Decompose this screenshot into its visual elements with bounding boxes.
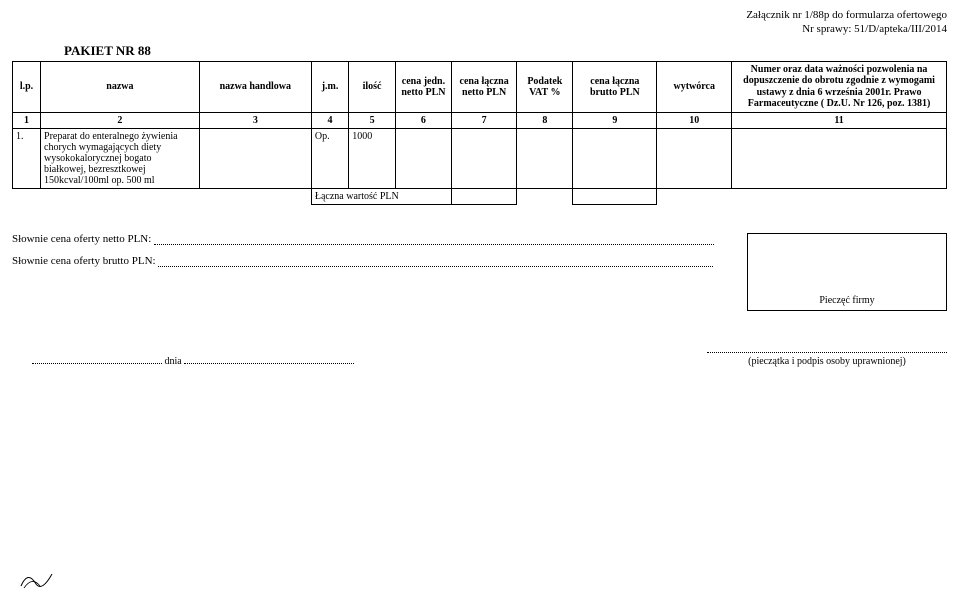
colnum: 10 (657, 112, 732, 128)
cell-nazwa: Preparat do enteralnego żywienia chorych… (41, 128, 200, 188)
cell-jm: Op. (311, 128, 348, 188)
cell-ilosc: 1000 (349, 128, 396, 188)
cell-nazwa-handlowa (199, 128, 311, 188)
colnum: 11 (732, 112, 947, 128)
date-label: dnia (165, 356, 182, 367)
slownie-netto: Słownie cena oferty netto PLN: (12, 233, 733, 245)
cell-cena-brutto (573, 128, 657, 188)
colnum: 3 (199, 112, 311, 128)
slownie-brutto: Słownie cena oferty brutto PLN: (12, 255, 733, 267)
total-brutto (573, 188, 657, 204)
dotted-line (707, 345, 947, 353)
col-lp: l.p. (13, 61, 41, 112)
total-label: Łączna wartość PLN (311, 188, 451, 204)
scribble-icon (18, 566, 58, 594)
case-number: Nr sprawy: 51/D/apteka/III/2014 (12, 22, 947, 36)
signature-field: (pieczątka i podpis osoby uprawnionej) (707, 345, 947, 367)
date-field: dnia (32, 356, 354, 367)
colnum: 8 (517, 112, 573, 128)
col-ilosc: ilość (349, 61, 396, 112)
column-number-row: 1 2 3 4 5 6 7 8 9 10 11 (13, 112, 947, 128)
signature-label: (pieczątka i podpis osoby uprawnionej) (748, 356, 906, 367)
col-cena-brutto: cena łączna brutto PLN (573, 61, 657, 112)
table-row: 1. Preparat do enteralnego żywienia chor… (13, 128, 947, 188)
slownie-brutto-label: Słownie cena oferty brutto PLN: (12, 255, 156, 267)
col-cena-jedn: cena jedn. netto PLN (395, 61, 451, 112)
attachment-line: Załącznik nr 1/88p do formularza ofertow… (12, 8, 947, 22)
col-wytworca: wytwórca (657, 61, 732, 112)
colnum: 6 (395, 112, 451, 128)
cell-cena-jedn (395, 128, 451, 188)
colnum: 9 (573, 112, 657, 128)
col-vat: Podatek VAT % (517, 61, 573, 112)
pakiet-title: PAKIET NR 88 (64, 43, 947, 59)
colnum: 5 (349, 112, 396, 128)
dotted-line (154, 235, 714, 245)
colnum: 4 (311, 112, 348, 128)
header-row: l.p. nazwa nazwa handlowa j.m. ilość cen… (13, 61, 947, 112)
stamp-label: Pieczęć firmy (748, 295, 946, 306)
col-jm: j.m. (311, 61, 348, 112)
cell-vat (517, 128, 573, 188)
offer-table: l.p. nazwa nazwa handlowa j.m. ilość cen… (12, 61, 947, 205)
header-block: Załącznik nr 1/88p do formularza ofertow… (12, 8, 947, 37)
col-pozwolenie: Numer oraz data ważności pozwolenia na d… (732, 61, 947, 112)
colnum: 1 (13, 112, 41, 128)
col-nazwa: nazwa (41, 61, 200, 112)
col-cena-netto: cena łączna netto PLN (451, 61, 516, 112)
colnum: 2 (41, 112, 200, 128)
cell-lp: 1. (13, 128, 41, 188)
slownie-netto-label: Słownie cena oferty netto PLN: (12, 233, 151, 245)
total-netto (451, 188, 516, 204)
dotted-line (158, 257, 713, 267)
stamp-box: Pieczęć firmy (747, 233, 947, 311)
colnum: 7 (451, 112, 516, 128)
cell-wytworca (657, 128, 732, 188)
dotted-line (32, 356, 162, 364)
cell-cena-netto (451, 128, 516, 188)
col-nazwa-handlowa: nazwa handlowa (199, 61, 311, 112)
cell-pozwolenie (732, 128, 947, 188)
dotted-line (184, 356, 354, 364)
total-row: Łączna wartość PLN (13, 188, 947, 204)
